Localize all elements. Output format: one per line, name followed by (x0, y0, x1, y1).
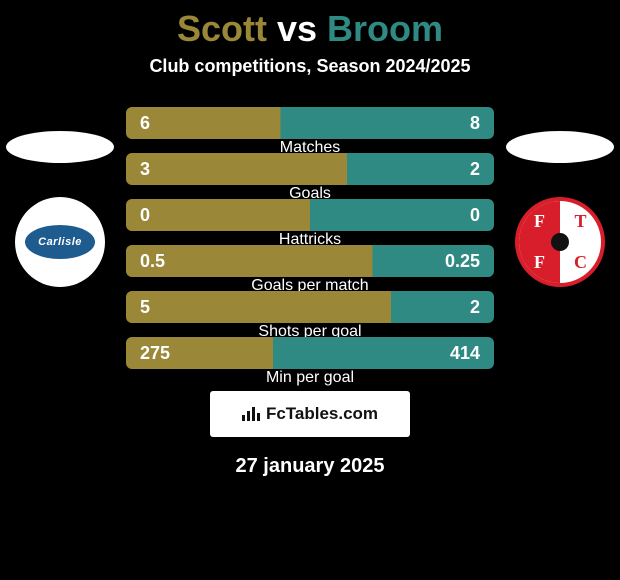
stat-row: 52Shots per goal (126, 291, 494, 323)
stat-right-value: 0 (470, 205, 480, 226)
player1-name: Scott (177, 8, 267, 49)
stat-left-value: 275 (140, 343, 170, 364)
date-text: 27 january 2025 (0, 455, 620, 478)
stat-right-value: 2 (470, 159, 480, 180)
player1-club-logo: Carlisle (15, 197, 105, 287)
player1-club-name: Carlisle (25, 225, 95, 259)
footer-attribution: FcTables.com (210, 391, 410, 437)
stat-left-value: 6 (140, 113, 150, 134)
stat-right-value: 414 (450, 343, 480, 364)
stat-row: 32Goals (126, 153, 494, 185)
club-letter: T (574, 211, 586, 232)
footer-text: FcTables.com (266, 404, 378, 424)
stat-bar: 68 (126, 107, 494, 139)
stat-row: 0.50.25Goals per match (126, 245, 494, 277)
player-right-column: F T F C (500, 107, 620, 287)
stat-row: 275414Min per goal (126, 337, 494, 369)
comparison-title: Scott vs Broom (0, 0, 620, 50)
stats-table: 68Matches32Goals00Hattricks0.50.25Goals … (120, 107, 500, 369)
stat-row: 68Matches (126, 107, 494, 139)
stat-bar: 00 (126, 199, 494, 231)
stat-left-value: 5 (140, 297, 150, 318)
vs-text: vs (277, 8, 317, 49)
content-row: Carlisle 68Matches32Goals00Hattricks0.50… (0, 107, 620, 369)
stat-right-value: 8 (470, 113, 480, 134)
stat-bar: 32 (126, 153, 494, 185)
stat-left-value: 0.5 (140, 251, 165, 272)
stat-right-value: 0.25 (445, 251, 480, 272)
stat-bar: 275 414 (126, 337, 494, 369)
stat-row: 00Hattricks (126, 199, 494, 231)
stat-label: Min per goal (266, 369, 354, 387)
subtitle: Club competitions, Season 2024/2025 (0, 56, 620, 77)
stat-right-value: 2 (470, 297, 480, 318)
stat-bar: 0.5 0.25 (126, 245, 494, 277)
ball-icon (551, 233, 569, 251)
stat-left-value: 3 (140, 159, 150, 180)
player2-avatar (506, 131, 614, 163)
club-letter: F (534, 252, 545, 273)
player-left-column: Carlisle (0, 107, 120, 287)
player2-club-logo: F T F C (515, 197, 605, 287)
player2-name: Broom (327, 8, 443, 49)
club-letter: F (534, 211, 545, 232)
stat-bar: 52 (126, 291, 494, 323)
bars-icon (242, 407, 260, 421)
stat-left-value: 0 (140, 205, 150, 226)
club-letter: C (574, 252, 587, 273)
player1-avatar (6, 131, 114, 163)
